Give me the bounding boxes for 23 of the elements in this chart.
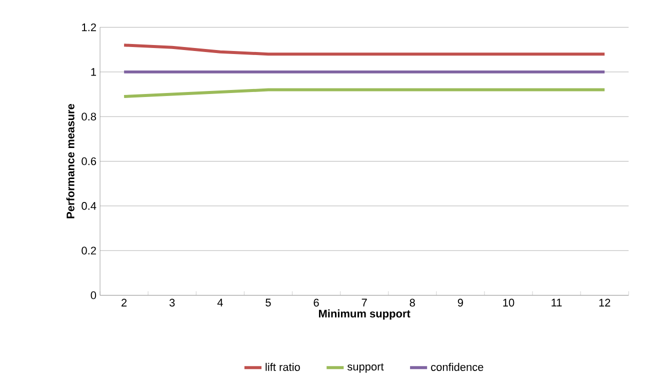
y-tick-label: 1.2	[82, 23, 96, 32]
x-tick-label: 7	[362, 298, 367, 306]
x-tick-label: 2	[122, 298, 127, 306]
legend-label: confidence	[431, 362, 484, 371]
x-tick-label: 12	[599, 298, 610, 306]
y-tick-label: 0.8	[82, 112, 96, 120]
y-tick-label: 0.4	[82, 202, 96, 210]
x-tick-label: 11	[552, 298, 562, 306]
x-tick-label: 6	[314, 298, 319, 306]
x-tick-label: 3	[169, 298, 175, 306]
x-tick-label: 9	[458, 298, 463, 306]
x-tick-label: 5	[266, 298, 271, 306]
x-tick-label: 8	[410, 298, 415, 306]
y-tick-label: 1	[91, 68, 96, 76]
x-tick-label: 4	[217, 298, 223, 306]
y-axis-title: Performance measure	[66, 104, 74, 218]
legend-label: support	[347, 363, 384, 373]
legend-label: lift ratio	[266, 362, 300, 371]
x-tick-label: 10	[503, 298, 514, 306]
x-axis-title: Minimum support	[318, 309, 410, 320]
y-tick-label: 0	[90, 291, 96, 300]
y-tick-label: 0.6	[82, 157, 96, 166]
y-tick-label: 0.2	[82, 246, 96, 254]
